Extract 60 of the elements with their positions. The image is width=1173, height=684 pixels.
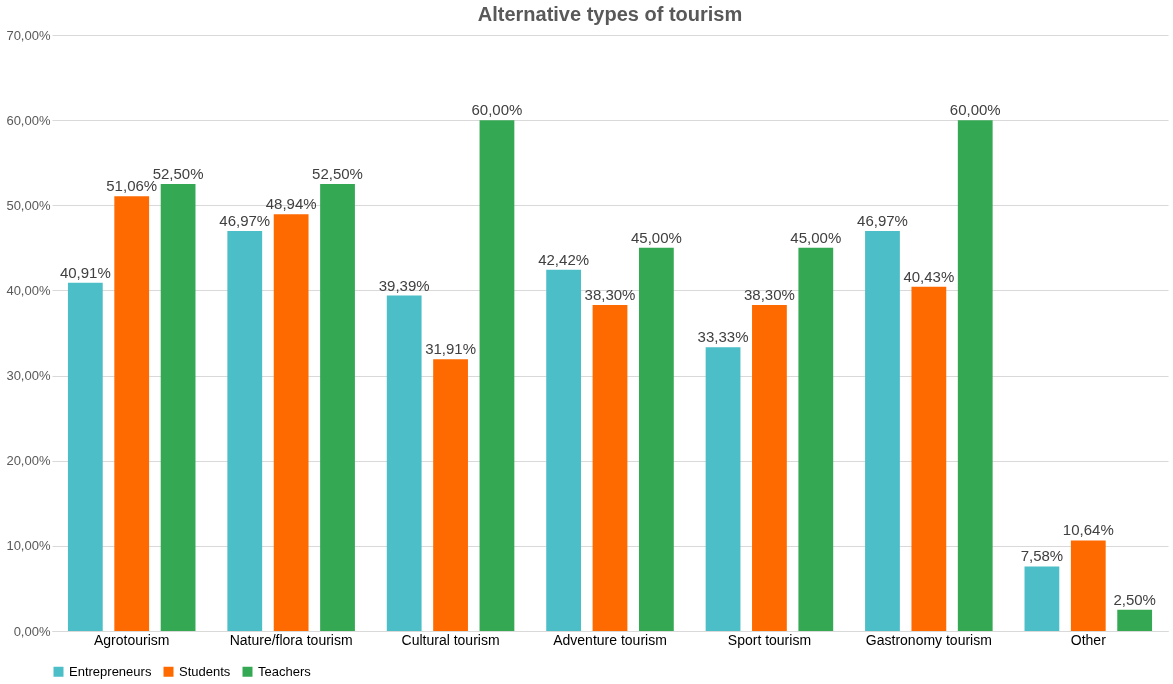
- bar: [752, 304, 787, 631]
- data-label: 31,91%: [425, 340, 477, 358]
- x-tick-label: Adventure tourism: [553, 631, 667, 648]
- bar: [67, 282, 103, 631]
- bar: [1070, 540, 1106, 631]
- bar: [320, 184, 355, 631]
- bar: [865, 231, 900, 631]
- bar: [1024, 566, 1060, 631]
- y-tick-label: 10,00%: [6, 538, 51, 554]
- data-label: 48,94%: [265, 195, 317, 213]
- y-tick-label: 20,00%: [6, 453, 51, 469]
- y-tick-label: 50,00%: [6, 197, 51, 213]
- y-tick-label: 30,00%: [6, 368, 51, 384]
- data-label: 60,00%: [949, 101, 1001, 119]
- y-tick-label: 70,00%: [6, 27, 51, 43]
- data-label: 45,00%: [630, 228, 682, 246]
- bar: [1117, 609, 1153, 631]
- data-label: 39,39%: [378, 276, 430, 294]
- x-tick-label: Nature/flora tourism: [229, 631, 353, 648]
- data-label: 40,91%: [59, 263, 111, 281]
- x-tick-label: Cultural tourism: [401, 631, 500, 648]
- bar: [546, 269, 582, 631]
- bar: [160, 184, 196, 631]
- data-label: 45,00%: [790, 228, 842, 246]
- bar: [592, 304, 628, 631]
- x-tick-label: Sport tourism: [727, 631, 812, 648]
- legend-label: Teachers: [258, 663, 312, 679]
- y-tick-label: 60,00%: [6, 112, 51, 128]
- bar: [638, 247, 674, 631]
- chart-title: Alternative types of tourism: [477, 3, 743, 25]
- bar: [705, 347, 741, 631]
- legend-label: Entrepreneurs: [69, 663, 152, 679]
- legend-label: Students: [179, 663, 231, 679]
- y-tick-label: 0,00%: [13, 623, 51, 639]
- data-label: 42,42%: [538, 250, 590, 268]
- data-label: 38,30%: [584, 285, 636, 303]
- y-tick-label: 40,00%: [6, 282, 51, 298]
- x-tick-label: Gastronomy tourism: [865, 631, 992, 648]
- data-label: 33,33%: [697, 328, 749, 346]
- bar: [273, 214, 309, 631]
- data-label: 52,50%: [152, 165, 204, 182]
- data-label: 38,30%: [743, 285, 795, 303]
- data-label: 46,97%: [857, 212, 908, 230]
- bar: [114, 196, 150, 631]
- bar: [433, 359, 468, 631]
- data-label: 46,97%: [219, 212, 271, 230]
- bar: [798, 247, 834, 631]
- data-label: 2,50%: [1113, 590, 1156, 608]
- bar: [386, 295, 422, 631]
- data-label: 10,64%: [1062, 521, 1114, 539]
- bar: [957, 120, 993, 631]
- x-tick-label: Agrotourism: [93, 631, 170, 648]
- bar: [479, 120, 515, 631]
- data-label: 7,58%: [1020, 547, 1064, 565]
- data-label: 40,43%: [903, 267, 955, 285]
- bar: [227, 231, 263, 631]
- data-label: 52,50%: [312, 165, 363, 182]
- bar: [911, 286, 947, 631]
- x-tick-label: Other: [1070, 631, 1107, 648]
- data-label: 60,00%: [471, 101, 523, 119]
